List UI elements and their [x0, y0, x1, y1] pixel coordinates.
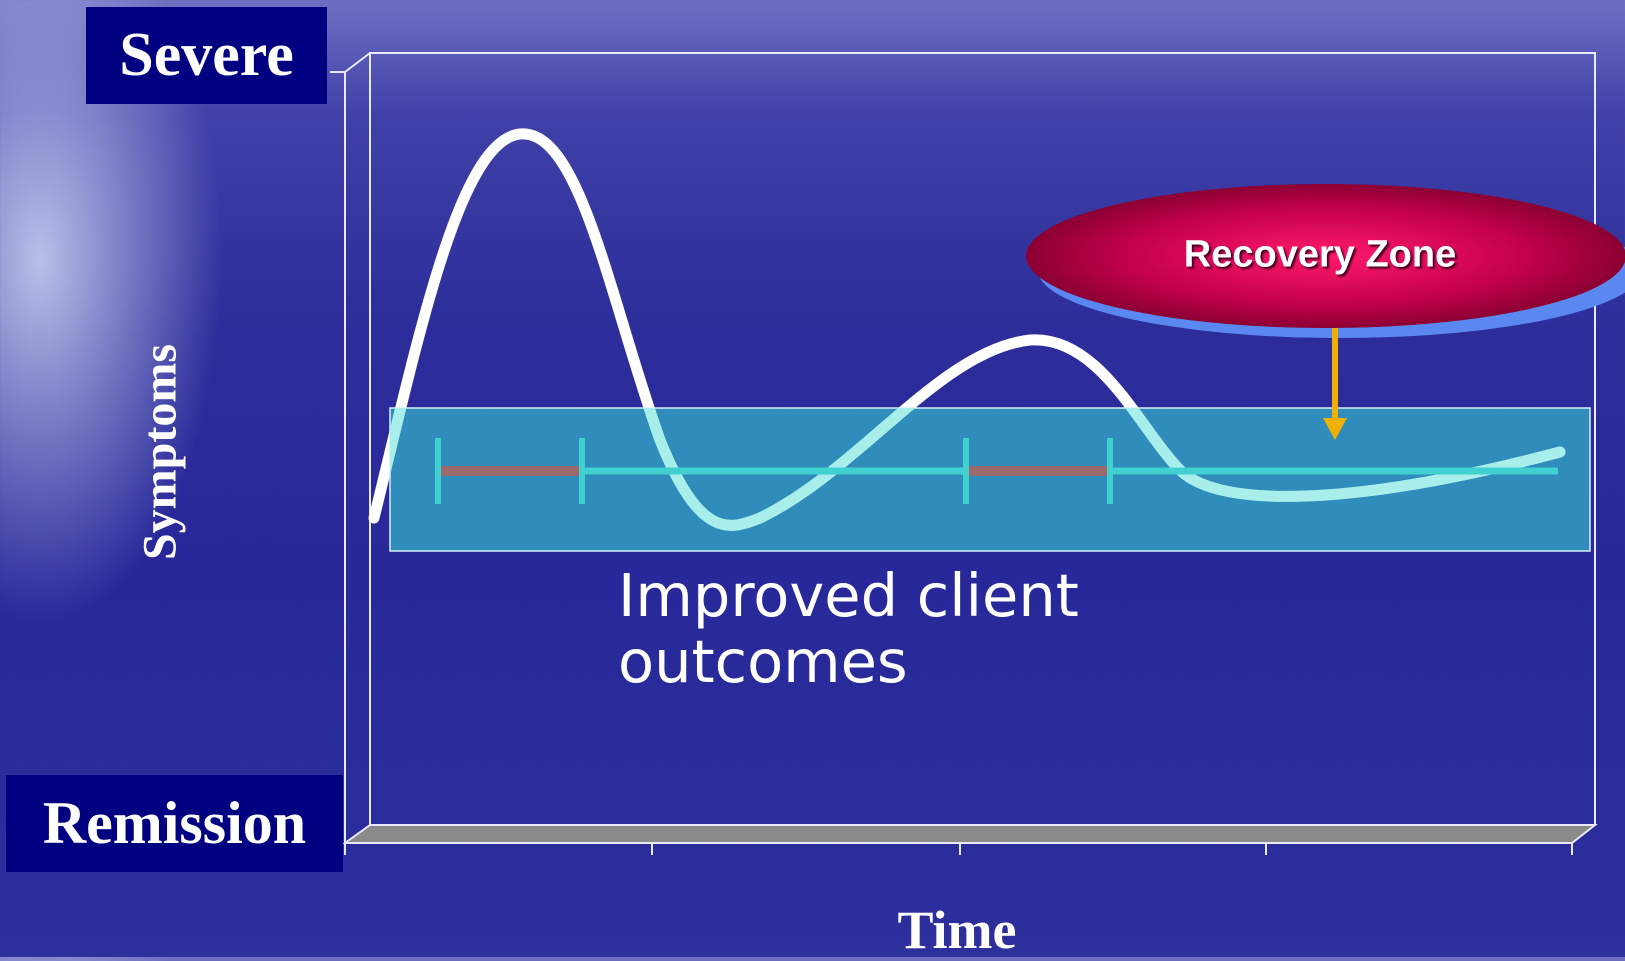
outcome-caption-line: Improved client — [618, 561, 1079, 630]
remission-label: Remission — [6, 775, 343, 872]
outcome-caption: Improved client outcomes — [618, 563, 1138, 695]
x-axis-label: Time — [897, 900, 1017, 960]
recovery-arrow — [1323, 328, 1347, 440]
symptom-curve-in-band — [390, 408, 1566, 531]
chart-floor — [341, 824, 1598, 844]
chart-frame — [330, 52, 1598, 855]
recovery-zone-label: Recovery Zone — [1183, 233, 1457, 276]
recovery-zone-ellipse — [1026, 184, 1625, 328]
outcome-caption-line: outcomes — [618, 627, 908, 696]
recovery-band — [389, 407, 1591, 552]
y-axis-label: Symptoms — [133, 343, 187, 561]
severe-label: Severe — [86, 7, 327, 104]
